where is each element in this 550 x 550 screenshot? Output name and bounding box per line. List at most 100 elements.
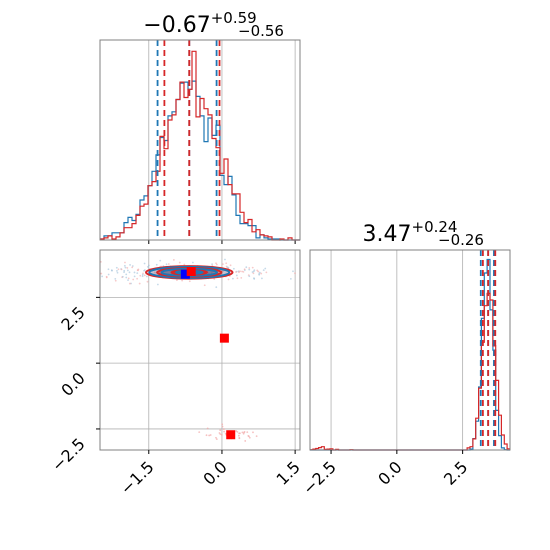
sample-point [238,437,241,440]
sample-point [155,263,158,266]
sample-point [221,263,224,265]
param2-title-minus: −0.26 [438,231,484,249]
sample-point [235,271,237,273]
sample-point [178,261,181,264]
sample-point [138,282,141,285]
sample-point [181,279,184,282]
sample-point [165,263,168,266]
sample-point [143,274,146,277]
sample-point [213,278,216,280]
x-tick-label-param1: −1.5 [117,457,158,498]
sample-point [208,434,211,437]
x-tick-label-param2: 0.0 [374,457,405,488]
y-tick-label-param2: 2.5 [57,303,88,334]
sample-point [236,277,239,280]
sample-point [156,283,159,286]
sample-point [172,259,175,261]
sample-point [131,266,134,269]
sample-point [227,278,230,281]
sample-point [146,280,149,283]
sample-point [124,266,127,269]
sample-point [262,269,265,272]
sample-point [264,267,267,270]
sample-point [191,261,194,264]
truth-marker-series-2 [219,333,229,343]
truth-marker-series-2 [226,430,236,440]
sample-point [145,275,148,278]
param2-title-plus: +0.24 [412,218,458,236]
sample-point [258,271,261,274]
sample-point [255,435,258,438]
truth-marker-series-1 [180,269,190,279]
sample-point [251,266,254,269]
sample-point [101,275,104,278]
sample-point [221,425,224,428]
sample-point [107,273,110,276]
sample-point [129,264,131,266]
sample-point [236,430,239,433]
sample-point [232,277,234,280]
truth-marker-series-2 [186,267,196,277]
sample-point [114,277,117,280]
sample-point [176,279,178,282]
sample-point [215,263,218,266]
sample-point [136,277,139,280]
histogram-series-2 [100,50,300,241]
panel-frame [99,39,301,241]
sample-point [248,267,251,269]
sample-point [248,436,251,439]
sample-point [241,270,243,273]
sample-point [221,270,224,273]
sample-point [183,263,186,266]
sample-point [133,275,136,278]
sample-point [123,271,125,274]
sample-point [210,270,213,273]
x-tick-label-param1: 0.0 [199,457,230,488]
sample-point [126,269,129,272]
param1-title: −0.67+0.59 [143,9,256,38]
sample-point [247,435,250,437]
sample-point [207,272,210,275]
sample-point [128,282,131,285]
sample-point [143,269,145,272]
scatter-panel-param1-vs-param2: −1.5 0.0 1.5−2.50.02.5 [48,249,304,498]
sample-point [188,280,191,283]
sample-point [123,264,126,267]
sample-point [253,277,255,280]
sample-point [206,427,209,430]
panel-frame [309,249,511,451]
sample-point [241,431,244,434]
sample-point [143,262,146,265]
param1-title-value: −0.67 [143,13,210,38]
sample-point [211,263,214,266]
sample-point [225,262,228,265]
sample-point [136,272,139,275]
sample-point [219,429,222,432]
sample-point [147,264,150,267]
sample-point [243,431,245,434]
sample-point [167,263,170,265]
sample-point [116,270,118,272]
sample-point [100,272,103,275]
sample-point [105,276,108,279]
sample-point [248,268,251,271]
histogram-panel-param1 [99,39,301,244]
sample-point [237,434,240,437]
sample-point [136,269,139,272]
sample-point [252,270,255,273]
sample-point [159,259,162,262]
sample-point [238,432,240,435]
sample-point [215,438,218,441]
sample-point [133,271,136,274]
sample-point [203,284,206,287]
sample-point [116,271,119,274]
sample-point [294,272,296,275]
sample-point [115,266,118,269]
param2-title: 3.47+0.24 [363,218,458,247]
sample-point [215,286,218,289]
sample-point [227,266,230,269]
sample-point [224,258,226,261]
sample-point [153,271,156,274]
sample-point [243,268,246,271]
sample-point [146,266,149,268]
